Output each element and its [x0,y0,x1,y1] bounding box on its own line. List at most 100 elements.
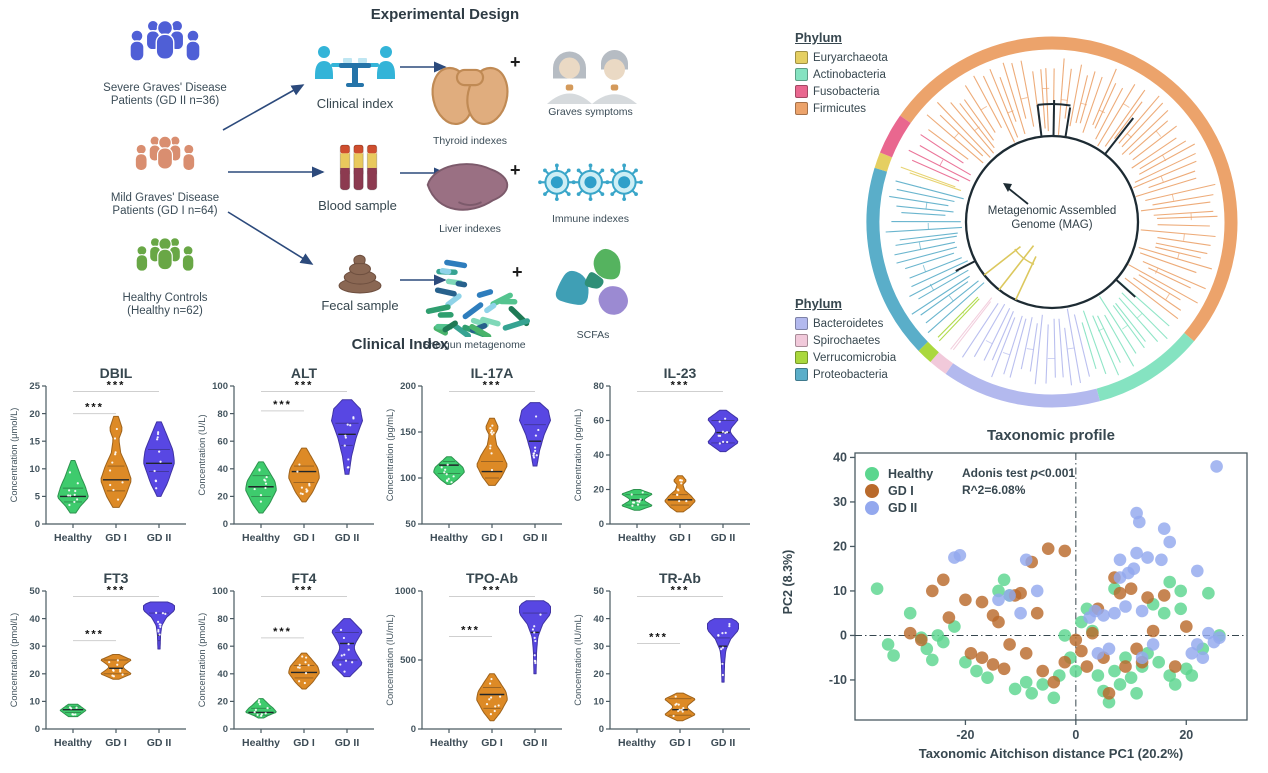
point-GD I [975,651,989,664]
flow-arrow [222,84,305,131]
tree-yellow-branch [998,245,1035,291]
violin-GD I [664,692,696,722]
point-Healthy [1185,669,1199,682]
tree-branch-Firmicutes [1045,68,1049,132]
clinical-index-panel: Clinical Index DBIL Concentration (μmol/L… [0,330,765,773]
x-category-label: GD II [523,532,548,544]
violin-panel-FT4: FT4 Concentration (pmol/L) 0 20 40 60 80 100 Hea… [197,570,374,749]
plus-sign: + [510,52,521,72]
color-swatch [795,51,808,64]
y-tick: 20 [217,697,228,708]
experimental-design-title: Experimental Design [370,6,520,23]
sample-label: Fecal sample [321,298,399,313]
ring-segment-Verrucomicrobia [918,341,939,363]
x-category-label: GD I [293,532,315,544]
clinical-index-title: Clinical Index [351,336,449,353]
tree-branch-Bacteroidetes [1009,318,1027,378]
legend-item-GD I: GD I [865,482,933,499]
annotation-line: R^2=6.08% [962,483,1026,497]
tree-branch-Firmicutes [1020,60,1035,127]
ring-segment-Fusobacteria [879,115,911,158]
legend-item: Bacteroidetes [795,315,896,332]
significance-stars: *** [483,585,502,597]
point-GD I [1075,644,1088,658]
mag-center-label: Metagenomic Assembled Genome (MAG) [987,205,1117,232]
point-Healthy [1202,586,1215,600]
legend-item: Spirochaetes [795,332,896,349]
point-GD I [926,584,939,598]
point-GD I [1180,620,1193,633]
tree-branch-Bacteroidetes [991,311,1014,361]
patient-group-gd1: Mild Graves' Disease Patients (GD I n=64… [95,124,235,218]
violin-GD II [519,402,551,467]
point-GD II [1163,535,1176,549]
tree-branch-Actinobacteria [1099,296,1137,354]
tree-branch-Proteobacteria [925,280,979,324]
tree-branch-Fusobacteria [908,149,971,182]
x-category-label: Healthy [618,532,656,544]
pca-scatter-panel: Taxonomic profile -20 0 20 -10 0 10 20 30 40 Hea… [770,425,1268,773]
violin-GD II [143,601,175,650]
x-category-label: GD II [523,737,548,749]
legend-item-GD II: GD II [865,499,933,516]
tree-branch-Firmicutes [1133,277,1182,311]
tree-branch-Firmicutes [1157,224,1210,227]
point-GD II [1155,553,1168,567]
legend-item: Verrucomicrobia [795,349,896,366]
panel-title: FT4 [292,570,317,586]
color-swatch [795,351,808,364]
tree-branch-Firmicutes [1114,101,1143,139]
point-GD II [1141,551,1154,564]
tree-branch-Actinobacteria [1082,310,1107,375]
tree-branch-Fusobacteria [911,159,960,182]
point-GD I [986,658,1000,671]
point-Healthy [1025,687,1038,700]
point-GD II [1135,604,1149,618]
point-Healthy [926,653,939,667]
tree-branch-Proteobacteria [927,282,985,334]
y-tick: 30 [833,495,847,509]
tree-yellow-branch [983,245,1021,276]
tree-branch-Firmicutes [950,102,995,154]
tree-branch-Proteobacteria [896,246,958,264]
panel-title: FT3 [104,570,129,586]
x-tick: 20 [1179,728,1193,742]
tree-branch-Proteobacteria [904,252,955,270]
point-GD I [1047,675,1061,689]
tree-branch-Firmicutes [1145,183,1216,202]
group-label: Healthy Controls (Healthy n=62) [122,292,208,318]
y-axis-label: Concentration (pmol/L) [9,613,19,708]
flow-arrow [227,211,314,265]
clinical-consult-icon [309,40,401,92]
tree-branch-Actinobacteria [1104,314,1135,367]
x-category-label: Healthy [242,532,280,544]
tree-branch-Proteobacteria [920,281,969,316]
point-GD I [959,593,972,607]
significance-stars: *** [107,585,126,597]
x-category-label: Healthy [242,737,280,749]
panel-title: DBIL [100,365,133,381]
tree-branch-Actinobacteria [1097,315,1121,363]
tree-branch-Fusobacteria [919,145,972,176]
significance-stars: *** [649,631,668,643]
legend-item: Actinobacteria [795,66,888,83]
point-GD I [1058,655,1072,669]
ring-segment-Bacteroidetes [945,363,1100,408]
point-GD II [1003,589,1016,602]
y-axis-label: Concentration (IU/mL) [573,614,583,705]
y-tick: 40 [593,614,604,625]
tree-branch-Firmicutes [1140,201,1211,212]
ring-segment-Euryarchaeota [874,152,893,172]
y-tick: 25 [29,381,40,392]
y-tick: -10 [829,673,847,687]
point-GD II [1113,571,1127,584]
tree-branch-Euryarchaeota [909,172,962,192]
violin-panel-ALT: ALT Concentration (U/L) 0 20 40 60 80 100 Health… [197,365,374,544]
y-tick: 0 [840,628,847,642]
tree-branch-Firmicutes [939,114,984,157]
phylum-legend-bottom: Phylum Bacteroidetes Spirochaetes Verruc… [795,296,896,383]
point-GD I [1036,664,1049,678]
shotgun-metagenome-item: Shotgun metagenome [415,248,533,351]
point-Healthy [1036,678,1049,691]
y-tick: 20 [217,492,228,503]
